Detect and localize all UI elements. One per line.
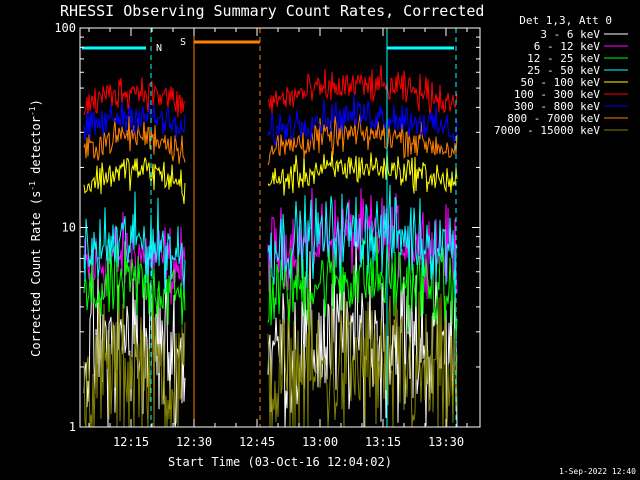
y-tick-label: 10 bbox=[62, 221, 76, 235]
series-5 bbox=[83, 64, 458, 118]
series-line bbox=[83, 283, 186, 428]
series-8 bbox=[83, 273, 458, 428]
night-flag-label: N bbox=[156, 43, 162, 54]
series-line bbox=[267, 184, 458, 298]
legend-entry-label: 25 - 50 keV bbox=[527, 64, 600, 77]
legend-entry-label: 7000 - 15000 keV bbox=[494, 124, 600, 137]
y-tick-label: 1 bbox=[69, 420, 76, 434]
legend-entry-label: 12 - 25 keV bbox=[527, 52, 600, 65]
legend-entry-label: 300 - 800 keV bbox=[514, 100, 600, 113]
saa-flag-label: S bbox=[180, 37, 186, 48]
series-line bbox=[83, 191, 186, 294]
x-tick-label: 12:15 bbox=[113, 435, 149, 449]
legend-entry-label: 3 - 6 keV bbox=[540, 28, 600, 41]
y-tick-label: 100 bbox=[54, 21, 76, 35]
legend-entry-label: 100 - 300 keV bbox=[514, 88, 600, 101]
series-layer bbox=[83, 64, 458, 428]
series-line bbox=[83, 239, 186, 326]
series-line bbox=[267, 273, 458, 428]
series-line bbox=[83, 269, 186, 428]
series-line bbox=[267, 93, 458, 147]
series-3 bbox=[83, 184, 458, 298]
chart-title: RHESSI Observing Summary Count Rates, Co… bbox=[60, 2, 484, 20]
series-line bbox=[83, 77, 186, 118]
x-tick-label: 13:15 bbox=[365, 435, 401, 449]
x-tick-label: 12:45 bbox=[239, 435, 275, 449]
series-line bbox=[83, 98, 186, 142]
legend-entry-label: 800 - 7000 keV bbox=[507, 112, 600, 125]
series-line bbox=[267, 149, 458, 196]
flag-layer: NS bbox=[82, 28, 457, 427]
series-line bbox=[267, 114, 458, 166]
series-6 bbox=[83, 93, 458, 147]
timestamp: 1-Sep-2022 12:40 bbox=[559, 467, 636, 476]
x-tick-label: 13:00 bbox=[302, 435, 338, 449]
y-ticks: 1 10 100 bbox=[54, 21, 480, 434]
series-line bbox=[83, 211, 186, 305]
x-tick-label: 12:30 bbox=[176, 435, 212, 449]
series-line bbox=[83, 157, 186, 205]
legend-entry-label: 6 - 12 keV bbox=[534, 40, 601, 53]
x-tick-label: 13:30 bbox=[428, 435, 464, 449]
series-4 bbox=[83, 149, 458, 205]
x-axis-label: Start Time (03-Oct-16 12:04:02) bbox=[168, 455, 392, 469]
series-line bbox=[267, 64, 458, 114]
legend-entry-label: 50 - 100 keV bbox=[521, 76, 601, 89]
legend-title: Det 1,3, Att 0 bbox=[519, 14, 612, 27]
y-axis-label: Corrected Count Rate (s-1 detector-1) bbox=[28, 99, 43, 357]
x-ticks: 12:15 12:30 12:45 13:00 13:15 13:30 bbox=[88, 28, 468, 449]
